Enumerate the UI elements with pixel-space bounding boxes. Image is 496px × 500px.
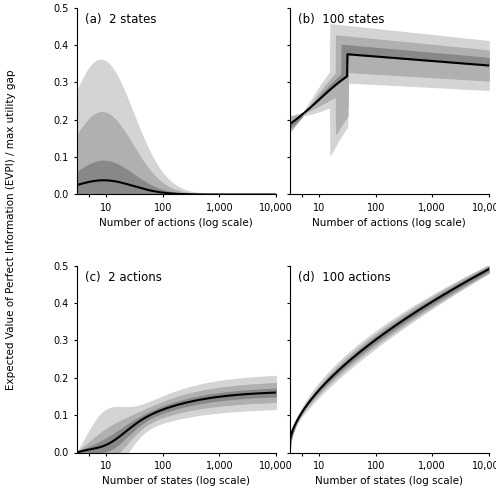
X-axis label: Number of states (log scale): Number of states (log scale) bbox=[315, 476, 463, 486]
Text: (d)  100 actions: (d) 100 actions bbox=[298, 271, 390, 284]
X-axis label: Number of actions (log scale): Number of actions (log scale) bbox=[99, 218, 253, 228]
X-axis label: Number of states (log scale): Number of states (log scale) bbox=[102, 476, 250, 486]
Text: (b)  100 states: (b) 100 states bbox=[298, 13, 384, 26]
X-axis label: Number of actions (log scale): Number of actions (log scale) bbox=[312, 218, 466, 228]
Text: (c)  2 actions: (c) 2 actions bbox=[85, 271, 162, 284]
Text: Expected Value of Perfect Information (EVPI) / max utility gap: Expected Value of Perfect Information (E… bbox=[6, 70, 16, 390]
Text: (a)  2 states: (a) 2 states bbox=[85, 13, 156, 26]
